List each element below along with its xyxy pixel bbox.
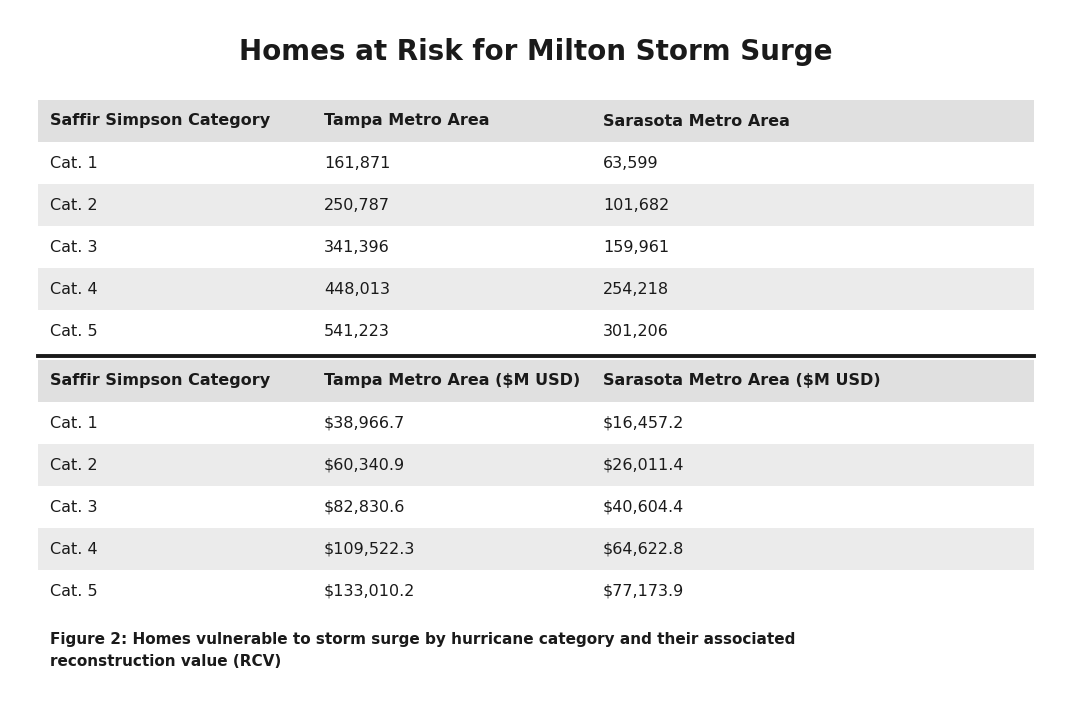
Bar (38, 570, 1034, 612)
Text: $82,830.6: $82,830.6 (324, 500, 405, 515)
Text: 448,013: 448,013 (324, 282, 390, 297)
Text: $40,604.4: $40,604.4 (602, 500, 684, 515)
Text: Cat. 4: Cat. 4 (50, 542, 98, 557)
Text: $16,457.2: $16,457.2 (602, 415, 684, 430)
Text: Cat. 1: Cat. 1 (50, 155, 98, 170)
Text: Tampa Metro Area ($M USD): Tampa Metro Area ($M USD) (324, 373, 580, 388)
Text: $26,011.4: $26,011.4 (602, 458, 684, 472)
Text: Cat. 2: Cat. 2 (50, 458, 98, 472)
Text: Saffir Simpson Category: Saffir Simpson Category (50, 373, 270, 388)
Text: 101,682: 101,682 (602, 198, 669, 212)
Text: Cat. 3: Cat. 3 (50, 500, 98, 515)
Text: $77,173.9: $77,173.9 (602, 583, 684, 599)
Text: Cat. 5: Cat. 5 (50, 323, 98, 339)
Text: 63,599: 63,599 (602, 155, 658, 170)
Bar (38, 142, 1034, 184)
Text: 250,787: 250,787 (324, 198, 390, 212)
Bar (38, 528, 1034, 570)
Text: Sarasota Metro Area ($M USD): Sarasota Metro Area ($M USD) (602, 373, 880, 388)
Text: $109,522.3: $109,522.3 (324, 542, 415, 557)
Text: 254,218: 254,218 (602, 282, 669, 297)
Bar (38, 360, 1034, 402)
Text: Cat. 1: Cat. 1 (50, 415, 98, 430)
Text: Figure 2: Homes vulnerable to storm surge by hurricane category and their associ: Figure 2: Homes vulnerable to storm surg… (50, 632, 795, 647)
Text: 301,206: 301,206 (602, 323, 669, 339)
Text: 541,223: 541,223 (324, 323, 390, 339)
Text: Tampa Metro Area: Tampa Metro Area (324, 113, 490, 129)
Bar (38, 184, 1034, 226)
Bar (38, 486, 1034, 528)
Bar (38, 402, 1034, 444)
Bar (38, 310, 1034, 352)
Text: Homes at Risk for Milton Storm Surge: Homes at Risk for Milton Storm Surge (239, 38, 833, 66)
Text: $60,340.9: $60,340.9 (324, 458, 405, 472)
Text: reconstruction value (RCV): reconstruction value (RCV) (50, 654, 281, 669)
Bar (38, 268, 1034, 310)
Text: $133,010.2: $133,010.2 (324, 583, 415, 599)
Bar (38, 100, 1034, 142)
Text: Sarasota Metro Area: Sarasota Metro Area (602, 113, 790, 129)
Text: Saffir Simpson Category: Saffir Simpson Category (50, 113, 270, 129)
Bar (38, 226, 1034, 268)
Text: 161,871: 161,871 (324, 155, 390, 170)
Text: Cat. 4: Cat. 4 (50, 282, 98, 297)
Text: $64,622.8: $64,622.8 (602, 542, 684, 557)
Bar (38, 444, 1034, 486)
Text: $38,966.7: $38,966.7 (324, 415, 405, 430)
Text: 341,396: 341,396 (324, 240, 389, 254)
Text: Cat. 3: Cat. 3 (50, 240, 98, 254)
Text: Cat. 5: Cat. 5 (50, 583, 98, 599)
Text: 159,961: 159,961 (602, 240, 669, 254)
Text: Cat. 2: Cat. 2 (50, 198, 98, 212)
